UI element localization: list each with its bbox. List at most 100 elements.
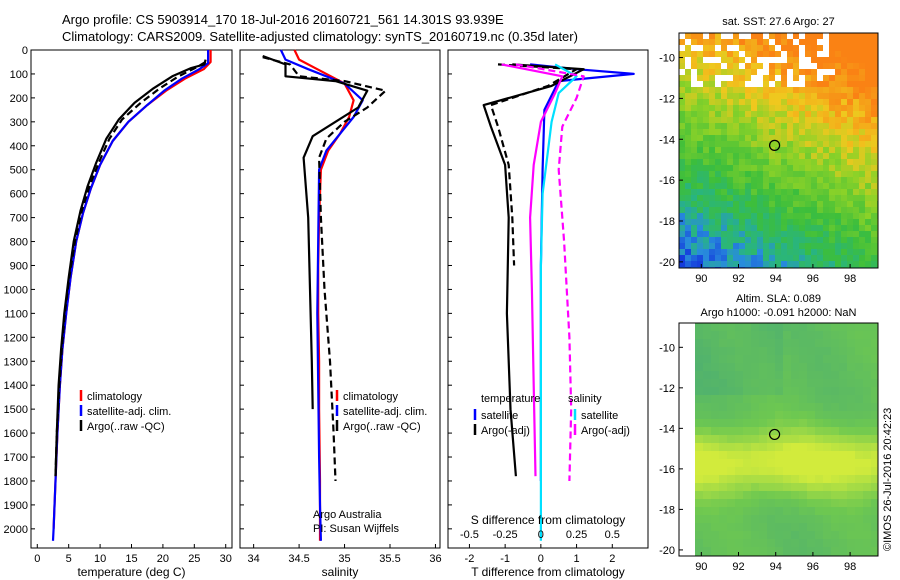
sla_map-cell [743, 539, 751, 547]
sst_map-cell [805, 189, 811, 195]
sst_map-ytick-label: -16 [659, 175, 675, 187]
sst_map-cell [691, 87, 697, 93]
sst_map-cell [859, 237, 865, 243]
sst_map-cell [709, 33, 715, 39]
sla_map-cell [703, 515, 711, 523]
sst_map-cell [745, 45, 751, 51]
sla_map-cell [703, 419, 711, 427]
sla_map-cell [863, 451, 871, 459]
sst_map-cell [793, 177, 799, 183]
sst_map-cell [793, 159, 799, 165]
sst_map-cell [727, 129, 733, 135]
sst_map-cell [745, 159, 751, 165]
sst_map-cell [769, 231, 775, 237]
sst_map-cell [703, 189, 709, 195]
temperature-legend-label: climatology [87, 391, 143, 403]
sst_map-cell [859, 249, 865, 255]
sst_map-cell [733, 87, 739, 93]
sst_map-cell [757, 243, 763, 249]
sla_map-cell [799, 523, 807, 531]
sst_map-cell [733, 159, 739, 165]
sla_map-cell [719, 467, 727, 475]
sla_map-cell [799, 355, 807, 363]
sla_map-cell [839, 371, 847, 379]
sla_map-cell [751, 459, 759, 467]
sst_map-cell [865, 243, 871, 249]
sst_map-cell [865, 81, 871, 87]
sst_map-cell [805, 87, 811, 93]
sla_map-cell [871, 395, 878, 403]
sst_map-cell [769, 261, 775, 267]
sla_map-cell [751, 355, 759, 363]
sla_map-cell [767, 419, 775, 427]
sst_map-cell [739, 249, 745, 255]
sst_map-cell [739, 111, 745, 117]
sst_map-cell [727, 111, 733, 117]
sst_map-cell [751, 231, 757, 237]
sst_map-cell [685, 87, 691, 93]
sst_map-cell [829, 135, 835, 141]
sst_map-cell [829, 81, 835, 87]
sst_map-cell [841, 237, 847, 243]
sla_map-cell [847, 435, 855, 443]
sst_map-cell [679, 213, 685, 219]
sla_map-cell [791, 355, 799, 363]
sla_map-cell [719, 427, 727, 435]
sst_map-cell [733, 213, 739, 219]
sla_map-cell [727, 507, 735, 515]
sst_map-cell [709, 183, 715, 189]
sla_map-cell [759, 539, 767, 547]
sla_map-cell [711, 539, 719, 547]
differences-plot-frame [447, 49, 649, 549]
sla_map-cell [727, 467, 735, 475]
sla_map-cell [807, 475, 815, 483]
sla_map-cell [719, 403, 727, 411]
sla_map-cell [735, 531, 743, 539]
sla_map-cell [823, 403, 831, 411]
sst_map-cell [685, 255, 691, 261]
sla_map-cell [847, 419, 855, 427]
sst_map-cell [865, 129, 871, 135]
sst_map-cell [697, 117, 703, 123]
sla_map-cell [775, 363, 783, 371]
sst_map-cell [799, 87, 805, 93]
sst_map-cell [691, 105, 697, 111]
sst_map-cell [829, 111, 835, 117]
sla_map-cell [799, 539, 807, 547]
sst_map-cell [823, 207, 829, 213]
sst_map-cell [859, 177, 865, 183]
salinity-xtick-label: 35 [338, 553, 350, 565]
sst_map-cell [727, 183, 733, 189]
sla_map-cell [831, 491, 839, 499]
sla_map-cell [695, 419, 703, 427]
sla_map-cell [839, 427, 847, 435]
sst_map-cell [805, 99, 811, 105]
sst_map-cell [829, 195, 835, 201]
differences-series-line-4 [501, 63, 564, 477]
sst_map-cell [865, 219, 871, 225]
sla_map-cell [743, 507, 751, 515]
salinity-series-line-3 [262, 56, 387, 482]
sst_map-cell [865, 213, 871, 219]
sst_map-cell [733, 183, 739, 189]
sst_map-cell [823, 57, 829, 63]
sst_map-cell [865, 255, 871, 261]
sla_map-cell [871, 467, 878, 475]
differences-legend-label-s: Argo(-adj) [581, 425, 630, 437]
sst_map-cell [793, 243, 799, 249]
sla_map-cell [783, 451, 791, 459]
sst_map-cell [871, 249, 877, 255]
sla_map-cell [735, 427, 743, 435]
sst_map-cell [727, 81, 733, 87]
sst_map-cell [685, 177, 691, 183]
sla_map-cell [759, 435, 767, 443]
sst_map-cell [847, 159, 853, 165]
sst_map-cell [721, 237, 727, 243]
sla_map-cell [823, 411, 831, 419]
sla_map-cell [751, 323, 759, 331]
sst_map-cell [823, 135, 829, 141]
sst_map-cell [697, 201, 703, 207]
sst_map-cell [763, 177, 769, 183]
sst_map-cell [685, 147, 691, 153]
sst_map-cell [745, 63, 751, 69]
